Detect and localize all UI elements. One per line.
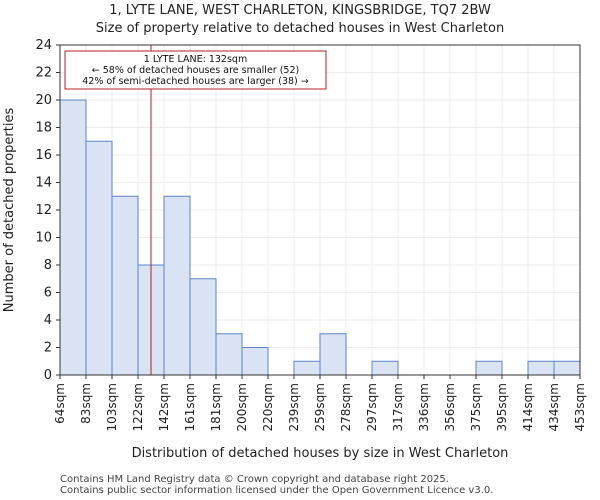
- chart-title: 1, LYTE LANE, WEST CHARLETON, KINGSBRIDG…: [109, 3, 491, 18]
- histogram-bar: [241, 347, 269, 376]
- x-tick-label: 122sqm: [131, 383, 145, 431]
- y-tick-label: 24: [35, 38, 52, 53]
- x-tick-label: 375sqm: [469, 383, 483, 431]
- annotation-box: [64, 50, 327, 90]
- x-tick-label: 83sqm: [79, 383, 93, 424]
- histogram-bar: [59, 99, 87, 376]
- y-tick-label: 4: [44, 313, 52, 328]
- x-tick-label: 317sqm: [391, 383, 405, 431]
- y-tick-label: 20: [35, 93, 52, 108]
- histogram-bar: [527, 360, 555, 376]
- x-axis-label: Distribution of detached houses by size …: [132, 446, 509, 461]
- histogram-bar: [293, 360, 321, 376]
- x-tick-label: 239sqm: [287, 383, 301, 431]
- y-tick-label: 8: [44, 258, 52, 273]
- x-tick-label: 103sqm: [105, 383, 119, 431]
- footer-copyright: Contains HM Land Registry data © Crown c…: [60, 474, 449, 485]
- y-tick-label: 16: [35, 148, 52, 163]
- x-tick-label: 200sqm: [235, 383, 249, 431]
- annotation-line: ← 58% of detached houses are smaller (52…: [92, 65, 299, 76]
- histogram-bar: [319, 333, 347, 376]
- x-tick-label: 181sqm: [209, 383, 223, 431]
- y-tick-label: 14: [35, 176, 52, 191]
- y-axis-label: Number of detached properties: [2, 108, 17, 313]
- x-tick-label: 395sqm: [495, 383, 509, 431]
- y-tick-label: 18: [35, 121, 52, 136]
- annotation-line: 42% of semi-detached houses are larger (…: [82, 76, 309, 87]
- x-tick-label: 453sqm: [573, 383, 587, 431]
- x-tick-label: 356sqm: [443, 383, 457, 431]
- y-tick-label: 0: [44, 368, 52, 383]
- x-tick-label: 414sqm: [521, 383, 535, 431]
- y-tick-label: 22: [35, 66, 52, 81]
- y-tick-label: 2: [44, 341, 52, 356]
- y-tick-label: 12: [35, 203, 52, 218]
- histogram-bar: [189, 278, 217, 376]
- x-tick-label: 336sqm: [417, 383, 431, 431]
- x-tick-label: 161sqm: [183, 383, 197, 431]
- histogram-bar: [475, 360, 503, 376]
- x-tick-label: 297sqm: [365, 383, 379, 431]
- footer-licence: Contains public sector information licen…: [60, 485, 494, 496]
- y-tick-label: 10: [35, 231, 52, 246]
- y-tick-label: 6: [44, 286, 52, 301]
- chart-subtitle: Size of property relative to detached ho…: [95, 21, 505, 36]
- x-tick-label: 434sqm: [547, 383, 561, 431]
- histogram-bar: [85, 140, 113, 376]
- histogram-bar: [371, 360, 399, 376]
- histogram-bar: [111, 195, 139, 376]
- histogram-bar: [163, 195, 191, 376]
- histogram-bar: [215, 333, 243, 376]
- x-tick-label: 64sqm: [53, 383, 67, 424]
- x-tick-label: 142sqm: [157, 383, 171, 431]
- x-tick-label: 278sqm: [339, 383, 353, 431]
- histogram-bar: [553, 360, 581, 376]
- annotation-line: 1 LYTE LANE: 132sqm: [144, 54, 247, 65]
- x-tick-label: 259sqm: [313, 383, 327, 431]
- x-tick-label: 220sqm: [261, 383, 275, 431]
